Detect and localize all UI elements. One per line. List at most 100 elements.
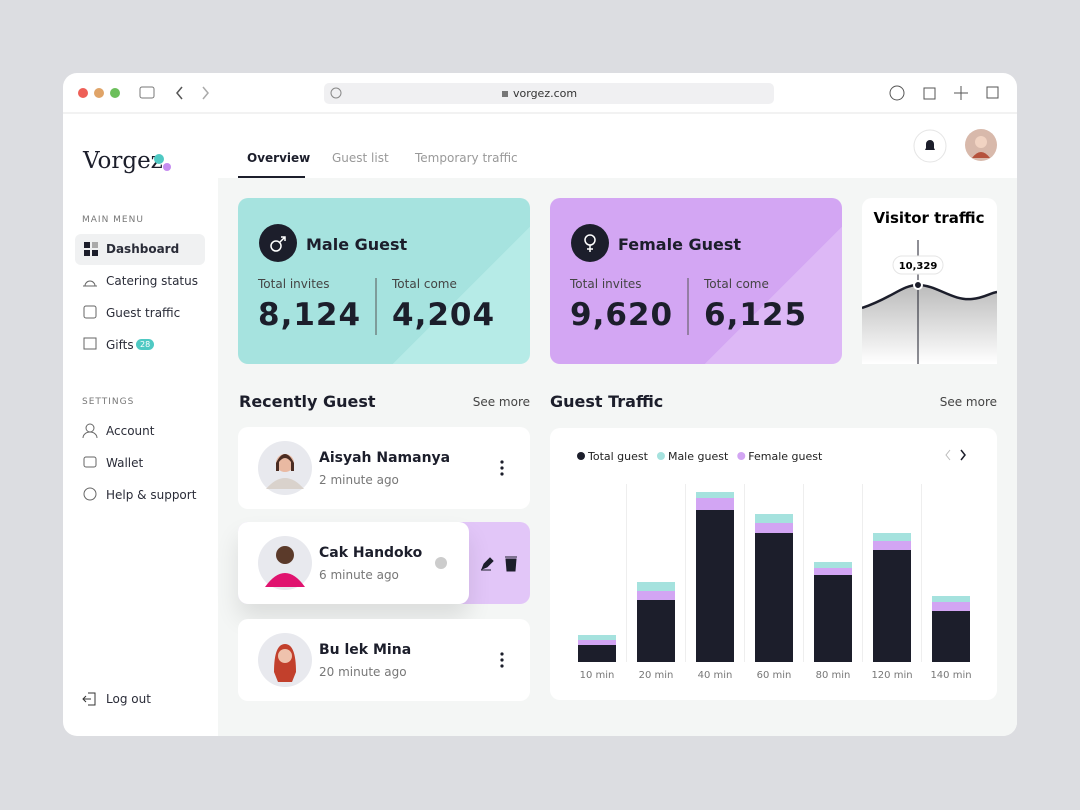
x-tick-label: 20 min: [639, 670, 674, 681]
legend-label: Male guest: [668, 450, 729, 463]
bar-segment: [932, 602, 970, 611]
card-icons: [259, 224, 689, 335]
chart: Total guest Male guest Female guest 10 min 2…: [550, 428, 997, 700]
legend-label: Total guest: [587, 450, 649, 463]
section-title: Recently Guest: [239, 392, 376, 411]
bar-segment: [696, 498, 734, 510]
legend-label: Female guest: [748, 450, 823, 463]
menu-item[interactable]: Account: [106, 424, 155, 438]
logout[interactable]: Log out: [106, 692, 151, 706]
stat-label: Total come: [392, 277, 457, 291]
legend-dot: [737, 452, 746, 460]
bar-segment: [578, 640, 616, 645]
stat-value: 9,620: [570, 297, 674, 333]
x-tick-label: 120 min: [871, 670, 912, 681]
close-icon[interactable]: [435, 557, 447, 569]
traffic-area: [862, 285, 997, 364]
guest-time: 2 minute ago: [319, 473, 399, 487]
logout-icon: [82, 692, 96, 706]
logo[interactable]: Vorgez: [83, 148, 163, 174]
guest-graphics: [258, 441, 517, 687]
sidebar-icon[interactable]: [139, 86, 155, 99]
download-icon[interactable]: [889, 85, 905, 101]
menu-item[interactable]: Gifts: [106, 338, 134, 352]
guest-name: Cak Handoko: [319, 545, 423, 561]
visitor-card: Visitor traffic 10,329: [862, 198, 997, 364]
male-card: [238, 198, 530, 364]
tab[interactable]: Overview: [247, 151, 311, 165]
url: vorgez.com: [513, 87, 577, 100]
menu-item[interactable]: Catering status: [106, 274, 198, 288]
header-icons: [913, 129, 997, 163]
legend-dot: [656, 452, 665, 460]
close-dot[interactable]: [78, 88, 88, 98]
legend-dot: [577, 452, 585, 460]
tab[interactable]: Guest list: [332, 151, 389, 165]
female-card: [550, 198, 842, 364]
card-title: Male Guest: [306, 235, 408, 254]
more-icon[interactable]: [500, 652, 504, 668]
bar-segment: [932, 611, 970, 662]
forward-icon[interactable]: [202, 86, 209, 100]
stat-value: 6,125: [704, 297, 808, 333]
visitor-title: Visitor traffic: [874, 209, 985, 227]
bar-segment: [637, 600, 675, 662]
menu-item[interactable]: Guest traffic: [106, 306, 181, 320]
zoom-dot[interactable]: [110, 88, 120, 98]
stat-label: Total invites: [258, 277, 330, 291]
bar-segment: [755, 514, 793, 523]
menu-heading: MAIN MENU: [82, 215, 144, 225]
next-icon[interactable]: [960, 449, 966, 461]
menu-icons: [83, 280, 97, 350]
settings-icons: [82, 423, 98, 501]
edit-icon[interactable]: [481, 557, 494, 571]
x-tick-label: 140 min: [930, 670, 971, 681]
avatar: [258, 441, 312, 495]
avatar: [258, 536, 312, 590]
bar-segment: [814, 575, 852, 662]
bar-segment: [696, 492, 734, 498]
site-icon: [330, 87, 342, 99]
tab-underline: [238, 176, 305, 178]
tabs-icon[interactable]: [986, 86, 999, 99]
back-icon[interactable]: [176, 86, 183, 100]
delete-icon[interactable]: [505, 556, 517, 572]
menu-item[interactable]: Help & support: [106, 488, 197, 502]
see-more[interactable]: See more: [472, 395, 530, 409]
logo-dots: [154, 154, 171, 171]
x-tick-label: 40 min: [698, 670, 733, 681]
dashboard-icon: [84, 242, 98, 256]
new-tab-icon[interactable]: [954, 86, 968, 100]
bar-segment: [755, 523, 793, 533]
stat-label: Total invites: [570, 277, 642, 291]
bar-segment: [814, 568, 852, 575]
bar-segment: [814, 562, 852, 568]
x-tick-label: 80 min: [816, 670, 851, 681]
bar-segment: [578, 645, 616, 662]
more-icon[interactable]: [500, 460, 504, 476]
stat-value: 8,124: [258, 297, 362, 333]
tab[interactable]: Temporary traffic: [415, 151, 518, 165]
avatar: [258, 633, 312, 687]
bar-segment: [696, 510, 734, 662]
bar-segment: [932, 596, 970, 602]
x-tick-label: 10 min: [580, 670, 615, 681]
toolbar: vorgez.com: [63, 83, 1017, 114]
address-bar[interactable]: [324, 83, 774, 104]
share-icon[interactable]: [923, 87, 936, 100]
prev-icon[interactable]: [945, 449, 951, 461]
stat-label: Total come: [704, 277, 769, 291]
traffic-line: [862, 283, 997, 310]
bar-segment: [637, 591, 675, 600]
active-highlight: [75, 234, 205, 265]
minimize-dot[interactable]: [94, 88, 104, 98]
guest-time: 20 minute ago: [319, 665, 407, 679]
value-pill: [892, 255, 944, 275]
menu-item[interactable]: Dashboard: [106, 242, 180, 256]
card-title: Female Guest: [618, 235, 742, 254]
bar-segment: [873, 541, 911, 550]
menu-item[interactable]: Wallet: [106, 456, 144, 470]
stat-value: 4,204: [392, 297, 496, 333]
see-more[interactable]: See more: [939, 395, 997, 409]
